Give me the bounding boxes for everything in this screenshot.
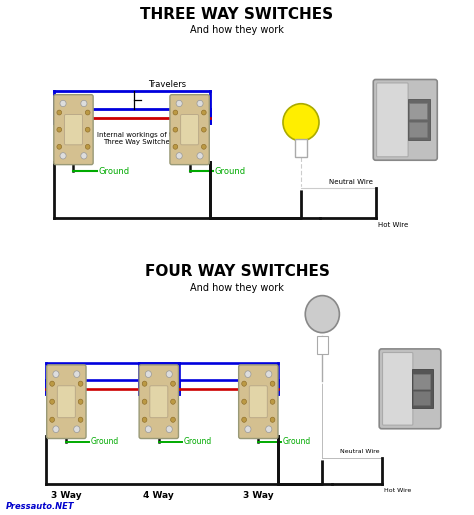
Circle shape [57,110,62,115]
Bar [413,391,430,405]
Circle shape [201,110,206,115]
Circle shape [85,144,90,149]
Bar [409,103,427,119]
Circle shape [73,371,80,377]
Text: Ground: Ground [215,167,246,176]
Circle shape [173,127,178,132]
Text: 3 Way: 3 Way [51,491,82,500]
Text: Pressauto.NET: Pressauto.NET [6,502,74,511]
Text: FOUR WAY SWITCHES: FOUR WAY SWITCHES [145,264,329,280]
Circle shape [171,381,175,386]
FancyBboxPatch shape [181,114,199,145]
Circle shape [166,371,173,377]
Text: Neutral Wire: Neutral Wire [340,449,379,454]
Circle shape [171,417,175,422]
Bar [409,122,427,138]
Circle shape [78,381,83,386]
Circle shape [53,371,59,377]
Circle shape [81,100,87,107]
Circle shape [146,426,152,433]
Circle shape [245,426,251,433]
Text: Hot Wire: Hot Wire [378,221,408,228]
Circle shape [73,426,80,433]
Text: Neutral Wire: Neutral Wire [329,179,374,185]
Text: Ground: Ground [183,437,212,447]
Circle shape [242,381,246,386]
Circle shape [50,417,55,422]
Text: And how they work: And how they work [190,25,284,36]
Circle shape [78,417,83,422]
FancyBboxPatch shape [249,386,267,418]
Circle shape [142,399,147,404]
Bar [412,369,433,408]
Circle shape [53,426,59,433]
Circle shape [265,426,272,433]
Circle shape [57,127,62,132]
Circle shape [78,399,83,404]
Circle shape [60,100,66,107]
Circle shape [142,417,147,422]
Bar [295,140,307,157]
Circle shape [201,127,206,132]
Circle shape [197,152,203,159]
Circle shape [176,152,182,159]
FancyBboxPatch shape [64,114,82,145]
Text: Internal workings of the
Three Way Switches: Internal workings of the Three Way Switc… [97,132,181,145]
Circle shape [201,144,206,149]
Circle shape [242,399,246,404]
Circle shape [173,110,178,115]
FancyBboxPatch shape [383,352,413,425]
Circle shape [197,100,203,107]
FancyBboxPatch shape [139,365,179,439]
Text: Ground: Ground [99,167,130,176]
Circle shape [242,417,246,422]
Circle shape [57,144,62,149]
Circle shape [270,417,275,422]
Text: 3 Way: 3 Way [243,491,273,500]
Text: And how they work: And how they work [190,283,284,294]
Bar [408,99,430,141]
Circle shape [85,127,90,132]
Circle shape [176,100,182,107]
Circle shape [81,152,87,159]
Text: Ground: Ground [91,437,119,447]
Circle shape [166,426,173,433]
Text: Travelers: Travelers [148,80,186,89]
Text: THREE WAY SWITCHES: THREE WAY SWITCHES [140,7,334,22]
Bar [413,374,430,389]
Circle shape [283,104,319,141]
Circle shape [85,110,90,115]
Text: Hot Wire: Hot Wire [384,488,411,493]
FancyBboxPatch shape [239,365,278,439]
FancyBboxPatch shape [57,386,75,418]
Circle shape [305,296,339,333]
FancyBboxPatch shape [170,95,210,165]
Circle shape [142,381,147,386]
Circle shape [50,381,55,386]
Circle shape [50,399,55,404]
FancyBboxPatch shape [46,365,86,439]
FancyBboxPatch shape [377,83,408,157]
Circle shape [60,152,66,159]
Circle shape [270,381,275,386]
FancyBboxPatch shape [374,79,438,160]
Text: Ground: Ground [283,437,311,447]
FancyBboxPatch shape [379,349,441,428]
FancyBboxPatch shape [150,386,168,418]
Circle shape [270,399,275,404]
Circle shape [146,371,152,377]
Circle shape [265,371,272,377]
Circle shape [245,371,251,377]
FancyBboxPatch shape [54,95,93,165]
Text: 4 Way: 4 Way [144,491,174,500]
Bar [317,336,328,354]
Circle shape [171,399,175,404]
Circle shape [173,144,178,149]
